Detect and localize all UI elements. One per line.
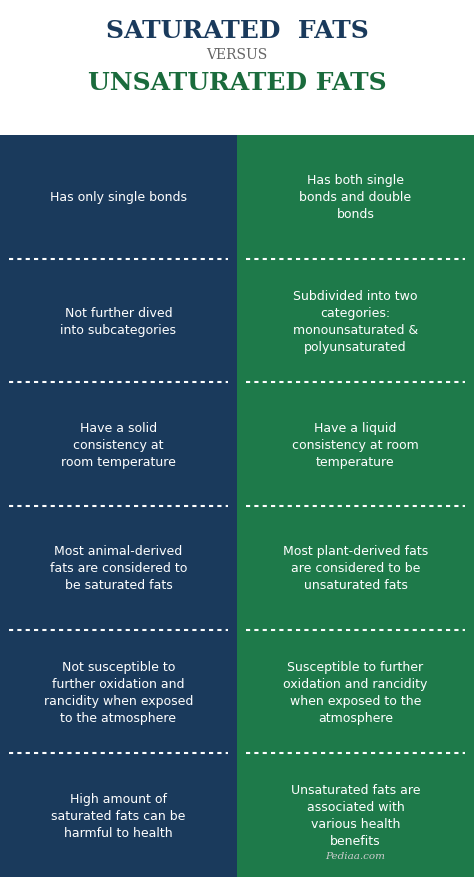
FancyBboxPatch shape: [237, 260, 474, 383]
Text: Have a solid
consistency at
room temperature: Have a solid consistency at room tempera…: [61, 421, 176, 468]
FancyBboxPatch shape: [0, 630, 237, 753]
Text: Have a liquid
consistency at room
temperature: Have a liquid consistency at room temper…: [292, 421, 419, 468]
FancyBboxPatch shape: [237, 630, 474, 753]
FancyBboxPatch shape: [237, 136, 474, 260]
Text: Unsaturated fats are
associated with
various health
benefits: Unsaturated fats are associated with var…: [291, 783, 420, 847]
FancyBboxPatch shape: [237, 383, 474, 507]
Text: Pediaa.com: Pediaa.com: [326, 851, 385, 859]
Text: Susceptible to further
oxidation and rancidity
when exposed to the
atmosphere: Susceptible to further oxidation and ran…: [283, 660, 428, 724]
Text: SATURATED  FATS: SATURATED FATS: [106, 18, 368, 43]
Text: Subdivided into two
categories:
monounsaturated &
polyunsaturated: Subdivided into two categories: monounsa…: [293, 289, 418, 353]
FancyBboxPatch shape: [237, 753, 474, 877]
Text: Not further dived
into subcategories: Not further dived into subcategories: [61, 306, 176, 336]
Text: UNSATURATED FATS: UNSATURATED FATS: [88, 70, 386, 95]
Text: Most animal-derived
fats are considered to
be saturated fats: Most animal-derived fats are considered …: [50, 545, 187, 592]
Text: Most plant-derived fats
are considered to be
unsaturated fats: Most plant-derived fats are considered t…: [283, 545, 428, 592]
FancyBboxPatch shape: [0, 507, 237, 630]
FancyBboxPatch shape: [237, 507, 474, 630]
Text: VERSUS: VERSUS: [206, 48, 268, 62]
FancyBboxPatch shape: [0, 753, 237, 877]
FancyBboxPatch shape: [0, 383, 237, 507]
Text: High amount of
saturated fats can be
harmful to health: High amount of saturated fats can be har…: [51, 792, 186, 838]
FancyBboxPatch shape: [0, 260, 237, 383]
FancyBboxPatch shape: [0, 136, 237, 260]
Text: Has only single bonds: Has only single bonds: [50, 191, 187, 204]
Text: Not susceptible to
further oxidation and
rancidity when exposed
to the atmospher: Not susceptible to further oxidation and…: [44, 660, 193, 724]
Text: Has both single
bonds and double
bonds: Has both single bonds and double bonds: [300, 175, 411, 221]
FancyBboxPatch shape: [0, 0, 474, 136]
